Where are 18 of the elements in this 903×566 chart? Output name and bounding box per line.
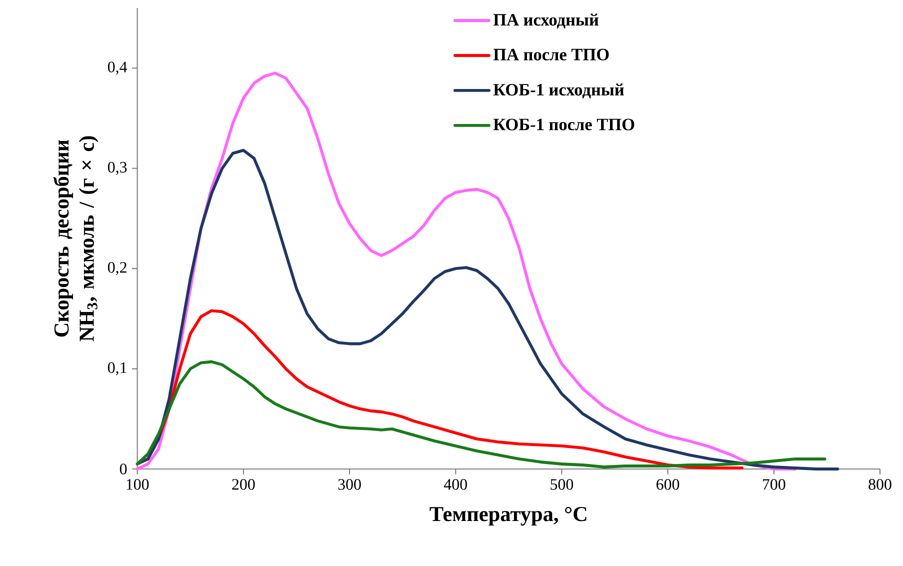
x-tick-label: 300 (338, 479, 361, 490)
y-tick-label: 0 (120, 464, 127, 474)
legend-label: КОБ-1 после ТПО (493, 118, 634, 130)
x-tick-label: 700 (762, 479, 786, 490)
x-tick-label: 500 (550, 479, 574, 490)
y-tick-label: 0,2 (108, 262, 126, 276)
x-tick-label: 400 (444, 479, 467, 490)
y-tick-label: 0,1 (108, 362, 126, 376)
y-tick-label: 0,4 (108, 62, 128, 75)
x-axis-title: Температура, °С (430, 506, 586, 526)
x-tick-label: 200 (232, 479, 255, 490)
x-tick-label: 600 (656, 479, 680, 490)
legend-label: ПА после ТПО (493, 48, 609, 60)
x-tick-label: 800 (868, 479, 892, 490)
y-tick-label: 0,3 (108, 162, 127, 175)
legend-label: ПА исходный (493, 14, 598, 28)
x-tick-label: 100 (126, 479, 149, 490)
legend-label: КОБ-1 исходный (493, 84, 624, 98)
